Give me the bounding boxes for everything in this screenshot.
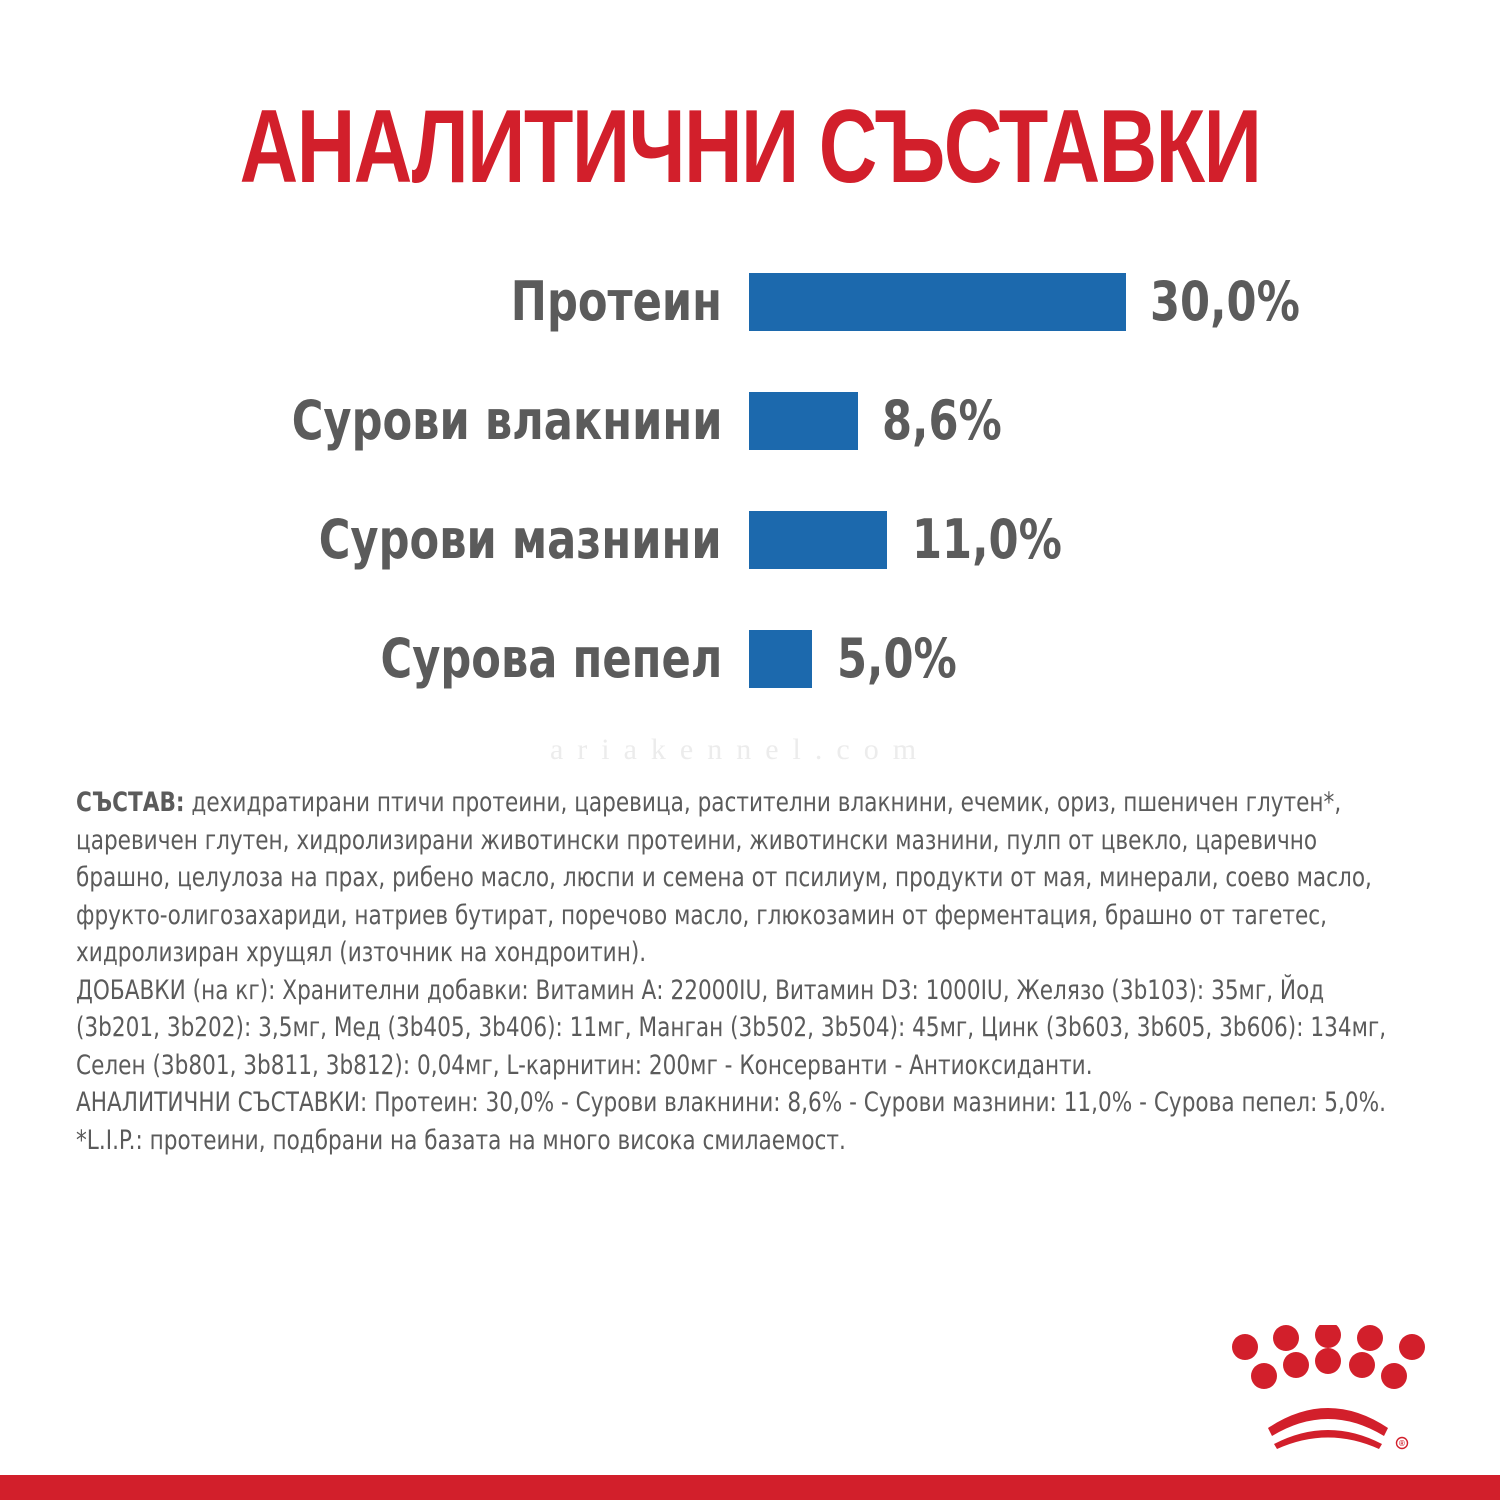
chart-row-crude-fibre: Сурови влакнини 8,6% [0,389,1500,452]
row-value: 5,0% [837,627,957,690]
bar-crude-fibre [749,392,858,450]
page-title: АНАЛИТИЧНИ СЪСТАВКИ [239,89,1262,205]
chart-row-crude-fat: Сурови мазнини 11,0% [0,508,1500,571]
bottom-brand-band [0,1475,1500,1500]
row-value: 11,0% [912,508,1062,571]
footnote: *L.I.P.: протеини, подбрани на базата на… [76,1124,846,1156]
row-label: Протеин [510,270,722,333]
composition-text: СЪСТАВ: дехидратирани птичи протеини, ца… [76,784,1386,1159]
row-value: 30,0% [1150,270,1300,333]
analytical-paragraph: АНАЛИТИЧНИ СЪСТАВКИ: Протеин: 30,0% - Су… [76,1087,1386,1118]
svg-text:®: ® [1399,1439,1405,1448]
row-label: Сурова пепел [380,627,722,690]
chart-row-crude-ash: Сурова пепел 5,0% [0,627,1500,690]
nutrient-bar-chart: Протеин 30,0% Сурови влакнини 8,6% Суров… [0,0,1500,720]
additives-paragraph: ДОБАВКИ (на кг): Хранителни добавки: Вит… [76,974,1387,1081]
bar-crude-fat [749,511,887,569]
bar-protein [749,273,1126,331]
royal-canin-crown-icon: ® [1232,1325,1425,1450]
row-value: 8,6% [882,389,1002,452]
row-label: Сурови мазнини [319,508,722,571]
ingredients-paragraph: СЪСТАВ: дехидратирани птичи протеини, ца… [76,784,1396,972]
watermark: ariakennel.com [549,733,931,766]
composition-lead: СЪСТАВ: [76,787,185,818]
bar-crude-ash [749,630,812,688]
row-label: Сурови влакнини [291,389,722,452]
chart-row-protein: Протеин 30,0% [0,270,1500,333]
ingredients-list: дехидратирани птичи протеини, царевица, … [76,787,1372,968]
